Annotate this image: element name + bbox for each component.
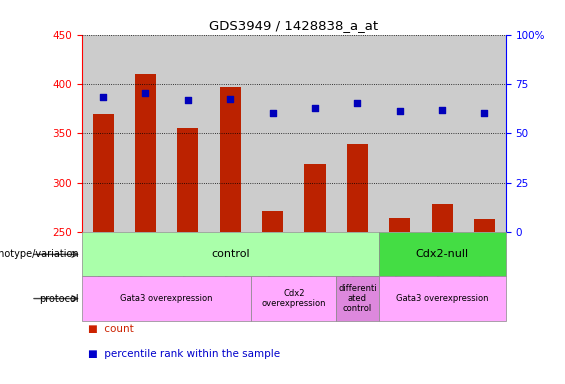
Bar — [463, 35, 506, 232]
Bar — [336, 276, 379, 321]
Point — [396, 108, 405, 114]
Bar — [294, 35, 336, 232]
Title: GDS3949 / 1428838_a_at: GDS3949 / 1428838_a_at — [209, 19, 379, 32]
Text: ■  count: ■ count — [88, 324, 133, 334]
Point — [98, 94, 107, 100]
Text: Gata3 overexpression: Gata3 overexpression — [396, 294, 488, 303]
Text: control: control — [211, 249, 250, 260]
Bar — [220, 87, 241, 232]
Text: differenti
ated
control: differenti ated control — [338, 284, 377, 313]
Bar — [93, 114, 114, 232]
Bar — [421, 35, 463, 232]
Bar — [82, 232, 379, 276]
Bar — [82, 276, 251, 321]
Bar — [432, 204, 453, 232]
Bar — [135, 74, 156, 232]
Point — [183, 97, 192, 103]
Text: ■  percentile rank within the sample: ■ percentile rank within the sample — [88, 349, 280, 359]
Bar — [474, 220, 495, 232]
Text: Cdx2
overexpression: Cdx2 overexpression — [262, 289, 326, 308]
Point — [268, 109, 277, 116]
Bar — [177, 129, 198, 232]
Point — [480, 109, 489, 116]
Bar — [379, 276, 506, 321]
Text: Gata3 overexpression: Gata3 overexpression — [120, 294, 213, 303]
Bar — [305, 164, 325, 232]
Point — [141, 90, 150, 96]
Point — [353, 100, 362, 106]
Bar — [167, 35, 209, 232]
Text: protocol: protocol — [40, 293, 79, 304]
Bar — [379, 232, 506, 276]
Point — [437, 107, 446, 113]
Text: genotype/variation: genotype/variation — [0, 249, 79, 260]
Bar — [209, 35, 251, 232]
Bar — [251, 35, 294, 232]
Bar — [262, 210, 283, 232]
Bar — [336, 35, 379, 232]
Bar — [347, 144, 368, 232]
Point — [311, 105, 320, 111]
Bar — [379, 35, 421, 232]
Bar — [82, 35, 124, 232]
Bar — [389, 218, 410, 232]
Bar — [124, 35, 167, 232]
Text: Cdx2-null: Cdx2-null — [415, 249, 469, 260]
Point — [226, 96, 235, 102]
Bar — [251, 276, 336, 321]
